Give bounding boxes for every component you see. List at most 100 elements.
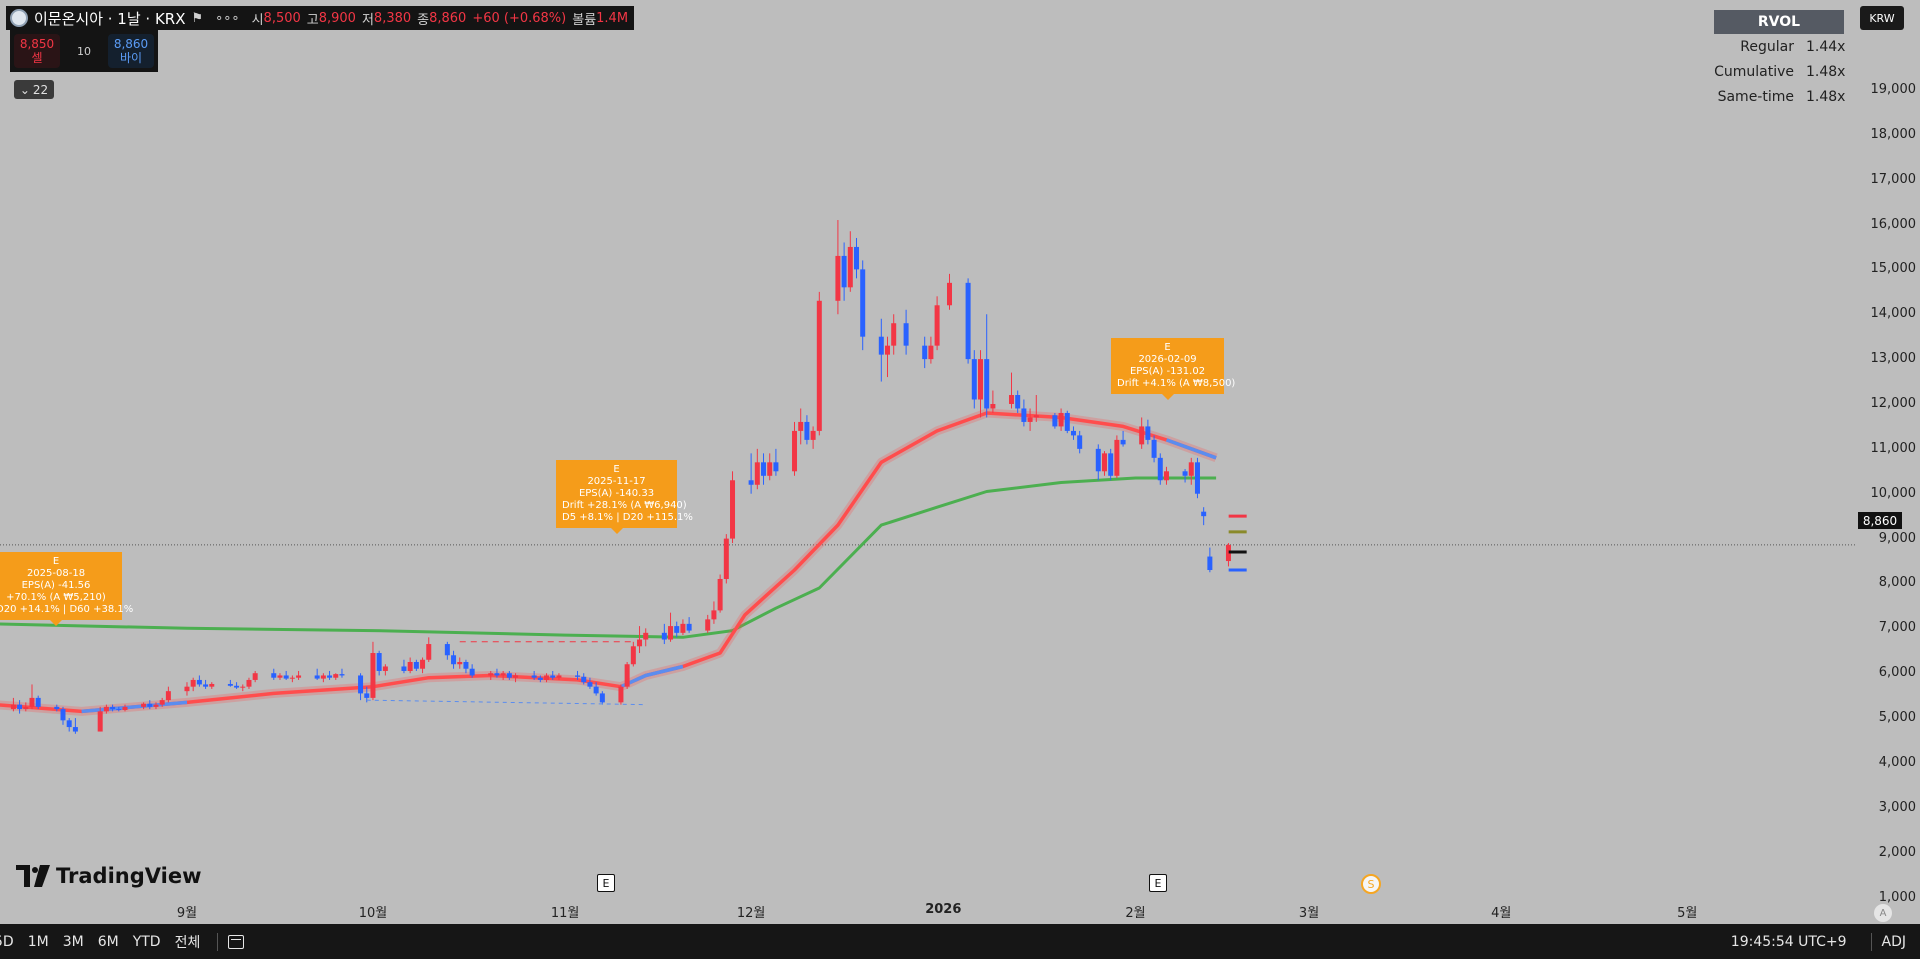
candle <box>1027 408 1033 431</box>
candle <box>661 623 667 645</box>
candle <box>469 664 475 678</box>
candle <box>110 704 116 712</box>
y-tick-label: 1,000 <box>1878 889 1916 905</box>
candle <box>494 668 500 678</box>
price-chart[interactable] <box>0 0 1920 924</box>
auto-scale-button[interactable]: A <box>1874 904 1892 922</box>
fast-ma-glow <box>0 408 1218 716</box>
candle <box>971 350 977 409</box>
candle-body <box>1108 453 1114 476</box>
candle-body <box>277 675 283 678</box>
open-label: 시 <box>251 12 264 28</box>
y-tick-label: 7,000 <box>1878 620 1916 636</box>
candle <box>618 684 624 705</box>
earnings-callout[interactable]: E 2025-08-18 EPS(A) -41.56 +70.1% (A ₩5,… <box>0 552 134 626</box>
candle-body <box>1077 435 1083 449</box>
candle <box>1008 372 1014 409</box>
currency-button[interactable]: KRW <box>1860 6 1904 30</box>
volume-value: 1.4M <box>596 10 629 26</box>
candle-body <box>1058 412 1064 427</box>
candle <box>66 718 72 732</box>
range-5d-button[interactable]: 5D <box>0 933 14 950</box>
rvol-row-label: Same-time <box>1717 88 1794 105</box>
earnings-event-icon[interactable]: E <box>597 874 615 892</box>
candle-body <box>97 711 103 732</box>
candle-body <box>252 673 258 680</box>
y-tick-label: 8,000 <box>1878 575 1916 591</box>
range-ytd-button[interactable]: YTD <box>132 933 161 950</box>
earnings-callout[interactable]: E 2025-11-17 EPS(A) -140.33 Drift +28.1%… <box>556 460 693 534</box>
range-3m-button[interactable]: 3M <box>62 933 84 950</box>
candle <box>451 650 457 669</box>
candle <box>122 704 128 712</box>
candle <box>283 670 289 680</box>
x-tick-label: 9월 <box>176 906 198 921</box>
earnings-drift: +70.1% (A ₩5,210) <box>6 592 106 603</box>
candle <box>10 697 16 712</box>
candle <box>556 673 562 680</box>
candle-body <box>358 675 364 694</box>
candle <box>196 675 202 687</box>
earnings-event-icon[interactable]: E <box>1149 874 1167 892</box>
candle <box>209 682 215 689</box>
candle-body <box>581 676 587 683</box>
more-options-icon[interactable]: ∘∘∘ <box>215 10 240 26</box>
candle-body <box>1188 462 1194 476</box>
rvol-row-label: Cumulative <box>1714 63 1794 80</box>
candle-body <box>593 686 599 694</box>
candle-body <box>203 684 209 687</box>
buy-button[interactable]: 8,860 바이 <box>108 34 154 68</box>
candle <box>1095 444 1101 481</box>
support-dashed-line <box>366 699 646 706</box>
candle-body <box>72 727 78 732</box>
candle-body <box>234 685 240 688</box>
candle <box>723 534 729 584</box>
dividend-event-icon[interactable]: S <box>1361 874 1381 894</box>
candle <box>841 242 847 301</box>
rvol-row-value: 1.48x <box>1806 63 1846 80</box>
rvol-row-value: 1.44x <box>1806 38 1846 55</box>
candle <box>296 670 302 680</box>
candle-body <box>1139 426 1145 445</box>
indicators-toggle-button[interactable]: ⌄ 22 <box>14 80 54 99</box>
candle <box>854 237 860 279</box>
candle <box>550 670 556 680</box>
range-6m-button[interactable]: 6M <box>97 933 119 950</box>
low-value: 8,380 <box>373 10 412 26</box>
rvol-title: RVOL <box>1714 10 1844 34</box>
range-all-button[interactable]: 전체 <box>174 934 201 951</box>
candle-body <box>544 675 550 680</box>
candle-body <box>680 623 686 633</box>
candle <box>773 448 779 476</box>
earnings-date: 2026-02-09 <box>1138 354 1197 365</box>
candle <box>630 641 636 667</box>
chart-area[interactable] <box>0 0 1920 924</box>
flag-icon[interactable]: ⚑ <box>191 10 204 26</box>
x-tick-label: 12월 <box>736 906 766 921</box>
candle-body <box>1052 415 1058 427</box>
earnings-extra: D20 +14.1% | D60 +38.1% <box>0 604 134 615</box>
range-1m-button[interactable]: 1M <box>27 933 49 950</box>
candle <box>444 641 450 660</box>
symbol-title[interactable]: 이문온시아 · 1날 · KRX <box>34 9 186 28</box>
candle-body <box>494 673 500 676</box>
candle <box>141 702 147 710</box>
clock-readout[interactable]: 19:45:54 UTC+9 <box>1730 933 1847 950</box>
fast-ma-down-segment <box>1165 438 1217 460</box>
candle <box>426 637 432 662</box>
adjust-toggle[interactable]: ADJ <box>1881 933 1907 950</box>
earnings-callout[interactable]: E 2026-02-09 EPS(A) -131.02 Drift +4.1% … <box>1111 338 1235 400</box>
candle <box>17 700 23 714</box>
candle <box>754 448 760 490</box>
candle-body <box>1015 395 1021 409</box>
candle <box>153 702 159 710</box>
earnings-marker-label: E <box>1164 342 1171 353</box>
candle <box>537 675 543 683</box>
sell-button[interactable]: 8,850 셀 <box>14 34 60 68</box>
symbol-header[interactable]: 이문온시아 · 1날 · KRX ⚑ ∘∘∘ 시 8,500 고 8,900 저 8,… <box>6 6 635 30</box>
calendar-icon[interactable] <box>228 934 245 949</box>
candle <box>686 617 692 633</box>
x-tick-label: 4월 <box>1491 906 1512 921</box>
candle <box>190 677 196 692</box>
buy-label: 바이 <box>119 51 143 65</box>
